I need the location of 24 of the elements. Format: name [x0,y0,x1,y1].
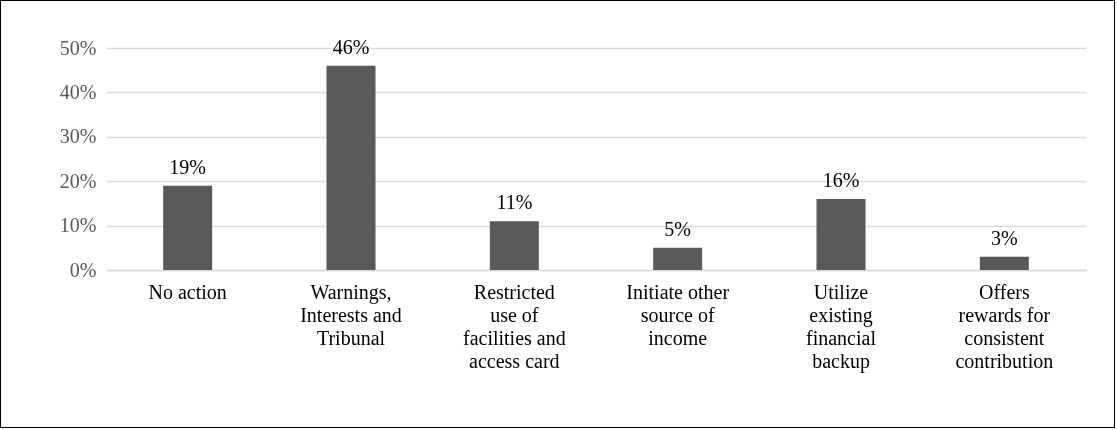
x-tick-label: No action [148,280,227,303]
data-label: 16% [822,168,860,191]
data-label: 46% [332,35,370,58]
x-tick-label: Initiate other source of income [626,280,730,349]
bar [979,256,1029,270]
bar [489,221,539,270]
data-label: 3% [991,226,1018,249]
y-tick-label: 20% [59,169,97,192]
x-tick-label: Warnings, Interests and Tribunal [300,280,402,349]
data-label: 5% [664,217,691,240]
data-label: 11% [496,191,533,214]
x-tick-label: Restricted use of facilities and access card [462,280,566,372]
bar [653,247,703,270]
bar [816,198,866,270]
x-tick-label: Utilize existing financial backup [806,280,877,373]
data-label: 19% [169,155,206,178]
y-tick-label: 0% [69,258,97,281]
y-tick-label: 50% [59,36,97,59]
bar [326,65,376,270]
bar [163,185,213,270]
x-tick-label: Offers rewards for consistent contribution [955,280,1054,372]
y-tick-label: 40% [59,80,97,103]
y-tick-label: 10% [59,214,97,237]
y-tick-label: 30% [59,125,97,148]
